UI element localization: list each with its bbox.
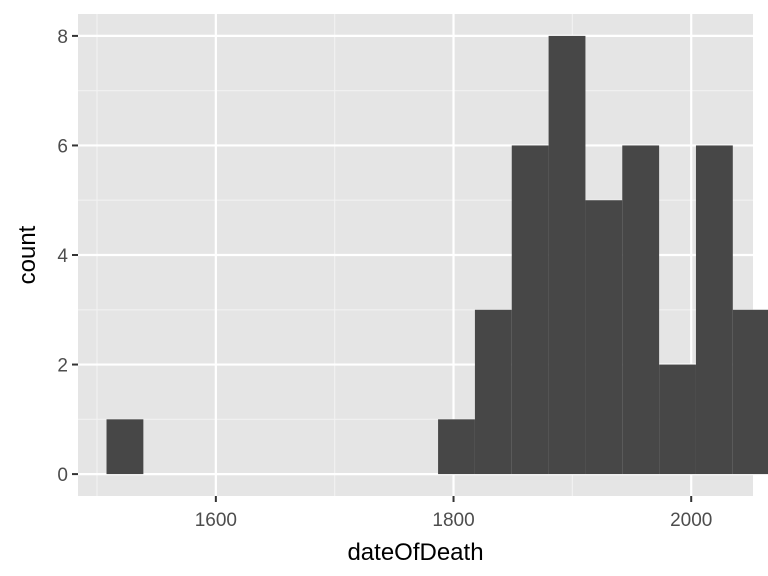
histogram-bar — [438, 419, 475, 475]
y-tick-label: 2 — [57, 356, 68, 377]
histogram-bar — [585, 200, 623, 475]
x-tick-label: 1800 — [432, 510, 474, 531]
x-tick-label: 1600 — [195, 510, 237, 531]
x-tick-label: 2000 — [670, 510, 712, 531]
histogram-bar — [511, 145, 549, 475]
x-axis-title: dateOfDeath — [347, 539, 483, 566]
histogram-bar — [474, 309, 512, 475]
x-axis: 1600 1800 2000 — [195, 496, 712, 531]
histogram-bar — [695, 145, 733, 475]
histogram-bar — [548, 35, 586, 475]
y-tick-label: 4 — [57, 246, 68, 267]
y-axis: 0 2 4 6 8 — [57, 27, 78, 486]
y-tick-label: 6 — [57, 136, 68, 157]
y-tick-label: 0 — [57, 465, 68, 486]
histogram-bar — [106, 419, 144, 475]
y-tick-label: 8 — [57, 27, 68, 48]
y-axis-title: count — [14, 225, 41, 284]
histogram-bar — [659, 364, 696, 475]
histogram-bar — [622, 145, 660, 475]
histogram-bars — [106, 35, 768, 475]
histogram-bar — [732, 309, 768, 475]
